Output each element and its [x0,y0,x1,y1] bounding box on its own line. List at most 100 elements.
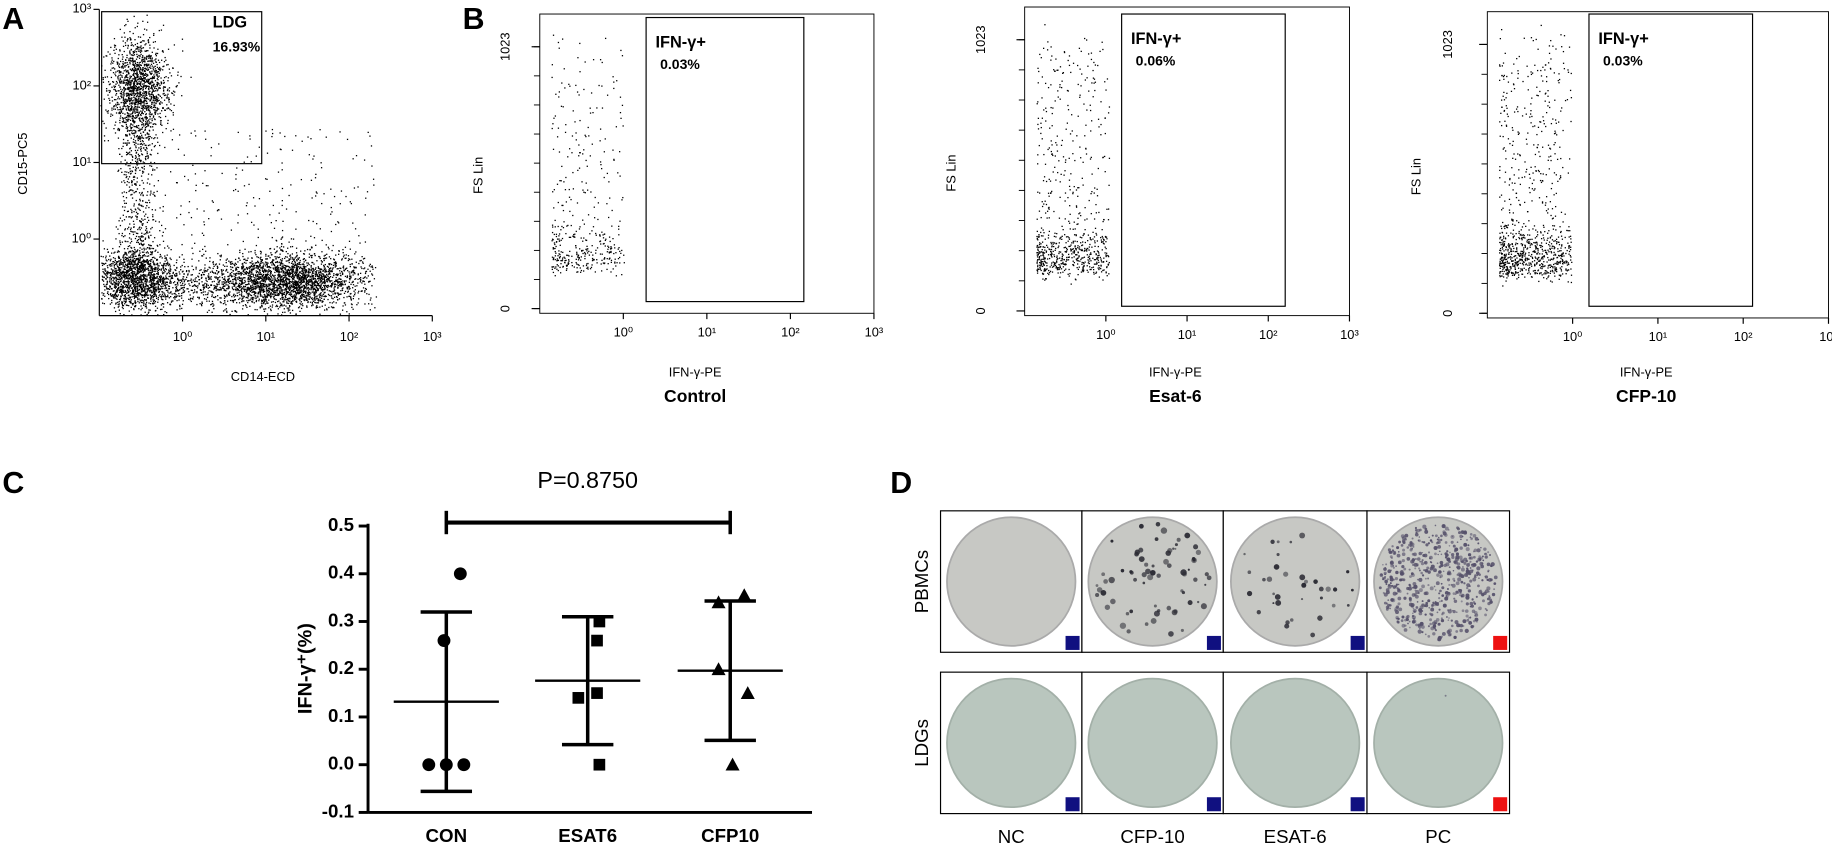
event-dot [170,248,172,251]
event-dot [246,267,248,270]
event-dot [126,277,128,280]
event-dot [137,267,139,270]
event-dot [307,301,309,304]
event-dot [138,260,141,262]
event-dot [327,286,329,289]
event-dot [291,277,294,279]
event-dot [248,266,251,268]
event-dot [152,285,154,288]
event-dot [109,286,111,288]
event-dot [152,214,154,216]
event-dot [143,277,145,279]
event-dot [119,262,121,265]
event-dot [158,72,160,74]
event-dot [152,288,154,290]
event-dot [311,282,313,284]
event-dot [140,150,142,152]
event-dot [194,284,196,287]
event-dot [150,281,152,283]
event-dot [132,116,135,118]
event-dot [124,66,126,68]
event-dot [119,117,121,119]
event-dot [102,276,104,278]
event-dot [131,272,133,274]
event-dot [167,294,169,296]
event-dot [126,18,128,20]
event-dot [159,230,161,232]
event-dot [269,287,271,289]
event-dot [148,138,150,140]
event-dot [321,300,324,302]
event-dot [147,297,149,299]
event-dot [141,236,143,238]
event-dot [126,88,128,90]
event-dot [129,84,131,86]
event-dot [143,249,145,251]
event-dot [142,161,144,163]
event-dot [172,67,174,69]
event-dot [134,183,136,185]
event-dot [140,146,142,148]
event-dot [125,176,127,179]
event-dot [189,284,191,287]
event-dot [146,201,148,204]
event-dot [172,114,174,116]
event-dot [159,279,162,281]
event-dot [139,75,141,78]
event-dot [139,61,141,64]
event-dot [144,285,146,288]
event-dot [113,264,115,267]
event-dot [160,288,162,290]
event-dot [327,266,330,268]
event-dot [265,289,268,291]
event-dot [295,301,298,303]
event-dot [123,265,126,267]
event-dot [145,288,147,290]
event-dot [175,261,178,264]
event-dot [193,284,196,286]
event-dot [137,109,139,111]
event-dot [154,268,156,270]
event-dot [136,79,138,81]
event-dot [260,258,262,261]
event-dot [127,262,129,264]
event-dot [259,282,262,284]
event-dot [122,272,125,274]
event-dot [133,264,135,266]
event-dot [140,160,142,163]
event-dot [116,298,118,300]
event-dot [113,266,115,268]
event-dot [140,175,143,177]
event-dot [138,155,141,157]
event-dot [177,74,179,76]
event-dot [182,289,185,291]
event-dot [136,114,138,116]
event-dot [240,284,242,286]
event-dot [260,286,262,289]
event-dot [302,284,304,287]
event-dot [133,283,135,285]
event-dot [135,250,137,252]
event-dot [107,272,110,274]
event-dot [122,121,124,123]
event-dot [295,256,297,258]
event-dot [129,189,132,191]
event-dot [270,297,272,299]
event-dot [225,308,228,310]
event-dot [148,60,150,62]
event-dot [180,295,183,297]
event-dot [135,146,137,149]
event-dot [136,94,139,96]
event-dot [141,248,143,250]
event-dot [124,283,126,285]
event-dot [206,300,208,302]
event-dot [166,281,168,284]
event-dot [153,47,155,49]
event-dot [183,261,185,264]
event-dot [149,153,151,156]
event-dot [255,282,257,284]
event-dot [139,68,142,70]
event-dot [140,107,143,109]
event-dot [118,269,120,271]
event-dot [259,265,261,267]
